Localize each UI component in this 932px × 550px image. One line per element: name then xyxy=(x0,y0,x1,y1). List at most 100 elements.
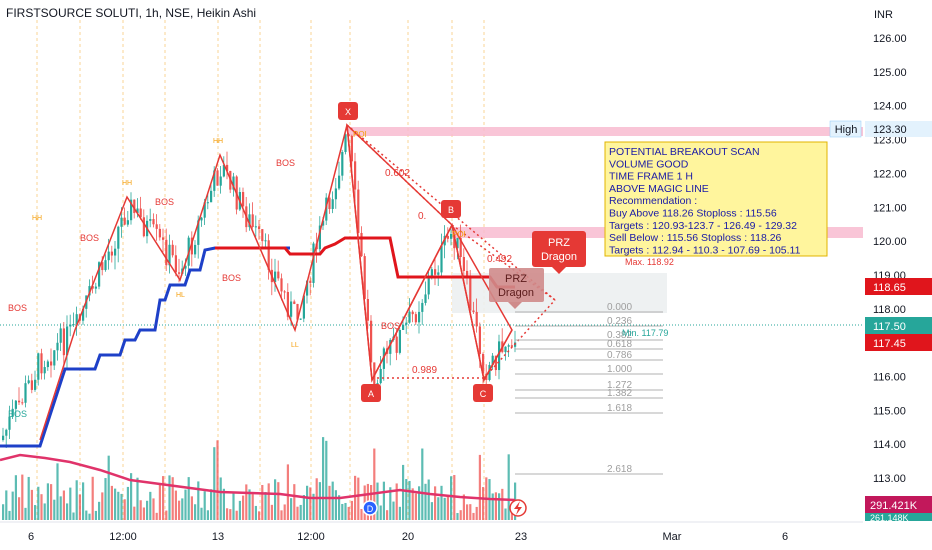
candle-body xyxy=(322,220,325,226)
structure-label: LL xyxy=(291,342,299,349)
candle-body xyxy=(510,345,513,347)
volume-bar xyxy=(184,489,187,520)
candle-body xyxy=(494,355,497,371)
flash-icon[interactable] xyxy=(509,499,527,517)
candle-body xyxy=(306,280,309,296)
point-b-marker[interactable]: B xyxy=(441,200,461,218)
volume-bar xyxy=(5,490,8,520)
harmonic-bcd xyxy=(451,224,513,383)
candle-body xyxy=(370,320,373,363)
volume-bar xyxy=(392,501,395,520)
svg-text:C: C xyxy=(480,389,487,399)
time-axis[interactable]: 6 12:00 13 12:00 20 23 Mar 6 xyxy=(28,531,788,543)
candle-body xyxy=(363,256,366,300)
volume-bar xyxy=(203,491,206,520)
volume-bar xyxy=(50,484,53,520)
structure-label: BOS xyxy=(80,233,99,243)
volume-bar xyxy=(178,500,181,520)
volume-bar xyxy=(443,497,446,520)
candle-body xyxy=(427,277,430,295)
candle-body xyxy=(142,217,145,237)
volume-bar xyxy=(242,495,245,520)
candle-body xyxy=(434,269,437,275)
candle-body xyxy=(450,233,453,239)
candle-body xyxy=(139,208,142,218)
structure-label: HL xyxy=(176,292,185,299)
volume-bar xyxy=(8,510,11,520)
fib-level-label: 0.786 xyxy=(607,350,632,361)
svg-text:118.65: 118.65 xyxy=(873,282,906,294)
volume-bar xyxy=(130,473,133,520)
volume-bar xyxy=(386,510,389,520)
point-a-marker[interactable]: A xyxy=(361,384,381,402)
volume-bar xyxy=(408,480,411,520)
candle-body xyxy=(14,400,17,409)
volume-bar xyxy=(312,493,315,520)
prz-dragon-big[interactable]: PRZ Dragon xyxy=(532,231,586,274)
candle-body xyxy=(194,244,197,255)
volume-bar xyxy=(200,507,203,520)
candle-body xyxy=(162,237,165,240)
volume-bar xyxy=(43,503,46,520)
volume-bar xyxy=(232,492,235,520)
price-axis[interactable]: 126.00 125.00 124.00 123.00 122.00 121.00 120.… xyxy=(873,33,907,485)
fib-range-zone xyxy=(452,273,667,313)
volume-bar xyxy=(165,510,168,520)
structure-label: BOS xyxy=(8,303,27,313)
candle-body xyxy=(350,135,353,162)
candle-body xyxy=(104,260,107,271)
volume-bar xyxy=(24,507,27,520)
volume-bar xyxy=(254,505,257,520)
candle-body xyxy=(466,270,469,278)
volume-bar xyxy=(162,476,165,520)
fib-level-label: 1.272 xyxy=(607,380,632,391)
svg-text:Dragon: Dragon xyxy=(541,251,577,263)
candle-body xyxy=(120,217,123,227)
point-x-marker[interactable]: X xyxy=(338,102,358,120)
volume-bar xyxy=(389,487,392,520)
volume-bar xyxy=(197,481,200,520)
candle-body xyxy=(440,245,443,273)
candle-body xyxy=(283,291,286,293)
structure-label: BOS xyxy=(381,321,400,331)
volume-bar xyxy=(114,488,117,520)
candle-body xyxy=(251,214,254,228)
candle-body xyxy=(43,367,46,374)
volume-bar xyxy=(270,504,273,520)
volume-bar xyxy=(226,508,229,520)
volume-bar xyxy=(293,484,296,520)
volume-bar xyxy=(440,485,443,520)
structure-label: HH xyxy=(32,215,42,222)
candle-body xyxy=(174,255,177,273)
candle-body xyxy=(37,353,40,380)
dividends-icon[interactable]: D xyxy=(362,500,378,516)
candle-body xyxy=(504,346,507,353)
point-c-marker[interactable]: C xyxy=(473,384,493,402)
volume-bar xyxy=(101,492,104,520)
candle-body xyxy=(123,217,126,225)
volume-bar xyxy=(498,493,501,520)
volume-bar xyxy=(152,498,155,520)
svg-text:PRZ: PRZ xyxy=(505,273,527,285)
candle-body xyxy=(59,328,62,343)
prz-dragon-small[interactable]: PRZ Dragon xyxy=(489,268,544,309)
volume-bar xyxy=(94,510,97,520)
ratio-602: 0.602 xyxy=(385,168,410,179)
candle-body xyxy=(453,233,456,249)
volume-bar xyxy=(194,504,197,520)
y-tick-label: 113.00 xyxy=(873,473,906,485)
candle-body xyxy=(94,286,97,289)
volume-bar xyxy=(398,506,401,520)
candle-body xyxy=(334,188,337,200)
volume-bar xyxy=(69,487,72,520)
recommendation-line: Targets : 120.93-123.7 - 126.49 - 129.32 xyxy=(609,220,797,232)
blue-trail-line xyxy=(0,246,290,448)
candle-body xyxy=(261,229,264,242)
recommendation-line: TIME FRAME 1 H xyxy=(609,171,693,183)
volume-bar xyxy=(427,479,430,520)
candle-body xyxy=(203,202,206,218)
volume-bar xyxy=(357,477,360,520)
volume-bar xyxy=(334,490,337,520)
